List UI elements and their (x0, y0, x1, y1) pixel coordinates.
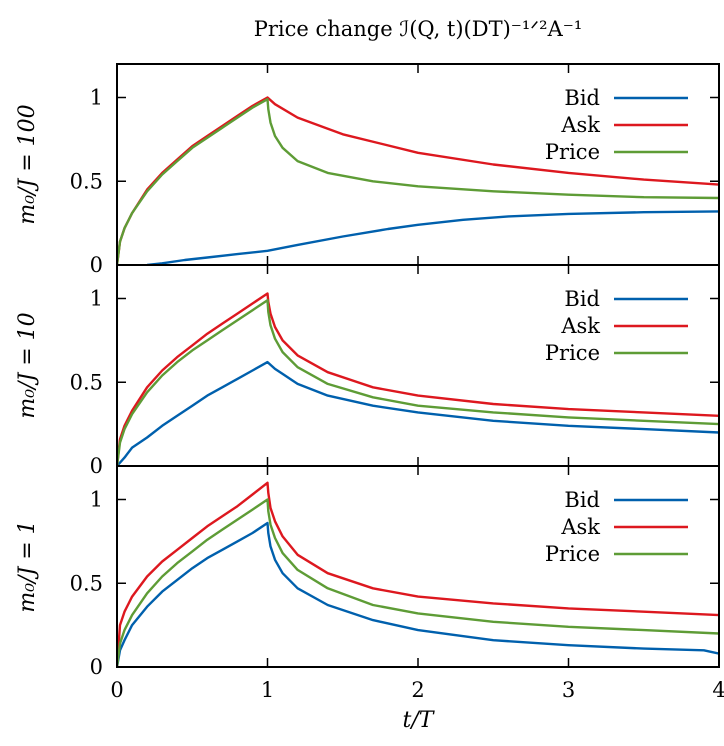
y-tick-label: 1 (90, 86, 103, 110)
series-line-ask (117, 292, 719, 466)
plot-frame (116, 465, 720, 668)
legend-label-ask: Ask (560, 113, 600, 137)
series-line-bid (117, 521, 719, 667)
series-line-ask (117, 96, 719, 265)
y-tick-label: 1 (90, 287, 103, 311)
plot-frame (116, 264, 720, 467)
y-tick-label: 1 (90, 488, 103, 512)
plot-frame (116, 63, 720, 266)
legend-label-price: Price (545, 341, 600, 365)
legend-label-price: Price (545, 542, 600, 566)
y-axis-title: m₀/J = 100 (15, 104, 40, 224)
chart-title: Price change ℐ(Q, t)(DT)⁻¹ᐟ²A⁻¹ (254, 17, 583, 41)
panel-1: 0 0.5 1 m₀/J = 100 Bid Ask Price (15, 63, 720, 277)
y-axis-title: m₀/J = 1 (15, 520, 40, 612)
x-tick-label: 2 (411, 678, 424, 702)
series-line-bid (146, 210, 719, 265)
legend-label-ask: Ask (560, 515, 600, 539)
y-tick-label: 0 (90, 655, 103, 679)
y-tick-label: 0.5 (70, 370, 103, 394)
y-tick-label: 0.5 (70, 169, 103, 193)
y-tick-label: 0 (90, 454, 103, 478)
x-tick-label: 0 (110, 678, 123, 702)
x-tick-label: 4 (712, 678, 724, 702)
y-tick-label: 0.5 (70, 571, 103, 595)
series-line-price (117, 97, 719, 265)
series-line-price (117, 299, 719, 466)
series-line-ask (117, 481, 719, 667)
legend-label-ask: Ask (560, 314, 600, 338)
series-line-price (117, 498, 719, 667)
panel-3: 0 0.5 1 m₀/J = 1 Bid Ask Price (15, 465, 720, 679)
series-line-bid (117, 360, 719, 466)
x-tick-label: 1 (261, 678, 274, 702)
legend-label-price: Price (545, 140, 600, 164)
x-axis-title: t/T (403, 708, 436, 733)
y-axis-title: m₀/J = 10 (15, 312, 40, 418)
panel-2: 0 0.5 1 m₀/J = 10 Bid Ask Price (15, 264, 720, 478)
legend-label-bid: Bid (564, 86, 600, 110)
legend-label-bid: Bid (564, 287, 600, 311)
x-tick-label: 3 (562, 678, 575, 702)
legend-label-bid: Bid (564, 488, 600, 512)
y-tick-label: 0 (90, 253, 103, 277)
